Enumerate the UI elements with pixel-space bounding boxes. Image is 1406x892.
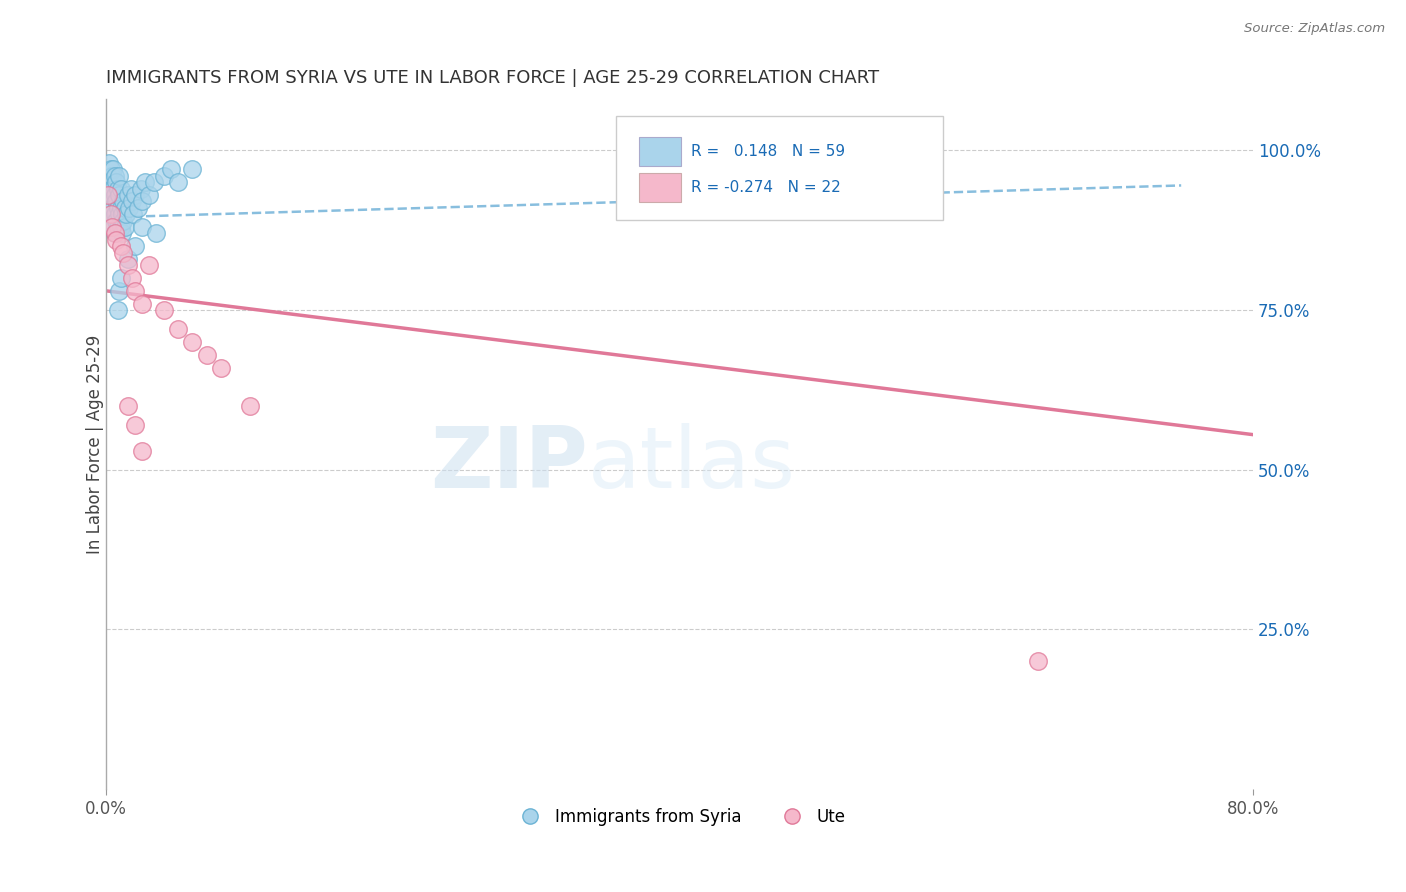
Point: [100, 162, 122, 177]
Point: [108, 188, 131, 202]
Text: IMMIGRANTS FROM SYRIA VS UTE IN LABOR FORCE | AGE 25-29 CORRELATION CHART: IMMIGRANTS FROM SYRIA VS UTE IN LABOR FO…: [107, 69, 879, 87]
Point: [108, 169, 131, 183]
Point: [138, 258, 160, 272]
Point: [98, 188, 121, 202]
Point: [107, 219, 129, 234]
Point: [105, 175, 128, 189]
Point: [129, 181, 152, 195]
Point: [121, 271, 143, 285]
Point: [114, 201, 136, 215]
Text: R = -0.274   N = 22: R = -0.274 N = 22: [690, 180, 841, 195]
Point: [97, 169, 120, 183]
Point: [134, 175, 156, 189]
Point: [127, 201, 149, 215]
Point: [131, 296, 153, 310]
Point: [104, 169, 127, 183]
Point: [103, 219, 125, 234]
Point: [131, 219, 153, 234]
Point: [209, 360, 232, 375]
Point: [152, 169, 174, 183]
Point: [101, 188, 124, 202]
Point: [107, 181, 129, 195]
Point: [104, 188, 127, 202]
Point: [111, 207, 134, 221]
Point: [181, 334, 204, 349]
Point: [110, 239, 132, 253]
FancyBboxPatch shape: [640, 173, 681, 202]
Point: [120, 181, 142, 195]
Point: [104, 207, 127, 221]
Y-axis label: In Labor Force | Age 25-29: In Labor Force | Age 25-29: [86, 334, 104, 554]
Point: [145, 227, 167, 241]
Point: [101, 219, 124, 234]
Point: [101, 169, 124, 183]
Point: [110, 201, 132, 215]
Point: [103, 201, 125, 215]
Point: [117, 188, 139, 202]
Point: [124, 188, 146, 202]
Point: [110, 181, 132, 195]
Point: [100, 181, 122, 195]
Point: [110, 219, 132, 234]
Point: [118, 201, 141, 215]
Point: [98, 156, 121, 170]
Point: [167, 175, 190, 189]
Point: [152, 303, 174, 318]
Point: [112, 194, 135, 209]
Point: [108, 284, 131, 298]
Point: [107, 303, 129, 318]
Point: [100, 201, 122, 215]
Point: [131, 443, 153, 458]
Point: [108, 207, 131, 221]
Point: [167, 322, 190, 336]
Point: [159, 162, 181, 177]
Point: [1026, 655, 1049, 669]
FancyBboxPatch shape: [616, 117, 943, 220]
Point: [195, 348, 218, 362]
Point: [114, 219, 136, 234]
Point: [181, 162, 204, 177]
Point: [104, 227, 127, 241]
Point: [110, 271, 132, 285]
Text: R =   0.148   N = 59: R = 0.148 N = 59: [690, 145, 845, 159]
Point: [142, 175, 165, 189]
Point: [97, 188, 120, 202]
Point: [104, 227, 127, 241]
Legend: Immigrants from Syria, Ute: Immigrants from Syria, Ute: [506, 801, 852, 832]
Point: [112, 245, 135, 260]
Text: Source: ZipAtlas.com: Source: ZipAtlas.com: [1244, 22, 1385, 36]
Point: [107, 201, 129, 215]
Point: [131, 194, 153, 209]
Point: [100, 207, 122, 221]
Point: [138, 188, 160, 202]
Point: [101, 207, 124, 221]
Text: atlas: atlas: [588, 424, 796, 507]
Point: [103, 162, 125, 177]
Point: [124, 239, 146, 253]
Point: [117, 399, 139, 413]
Point: [111, 227, 134, 241]
Point: [117, 252, 139, 266]
Point: [103, 181, 125, 195]
Point: [117, 258, 139, 272]
Point: [122, 207, 145, 221]
Point: [112, 213, 135, 227]
Point: [238, 399, 260, 413]
Point: [115, 207, 138, 221]
FancyBboxPatch shape: [640, 137, 681, 166]
Point: [124, 284, 146, 298]
Point: [105, 194, 128, 209]
Point: [121, 194, 143, 209]
Point: [124, 417, 146, 432]
Point: [105, 213, 128, 227]
Text: ZIP: ZIP: [430, 424, 588, 507]
Point: [105, 233, 128, 247]
